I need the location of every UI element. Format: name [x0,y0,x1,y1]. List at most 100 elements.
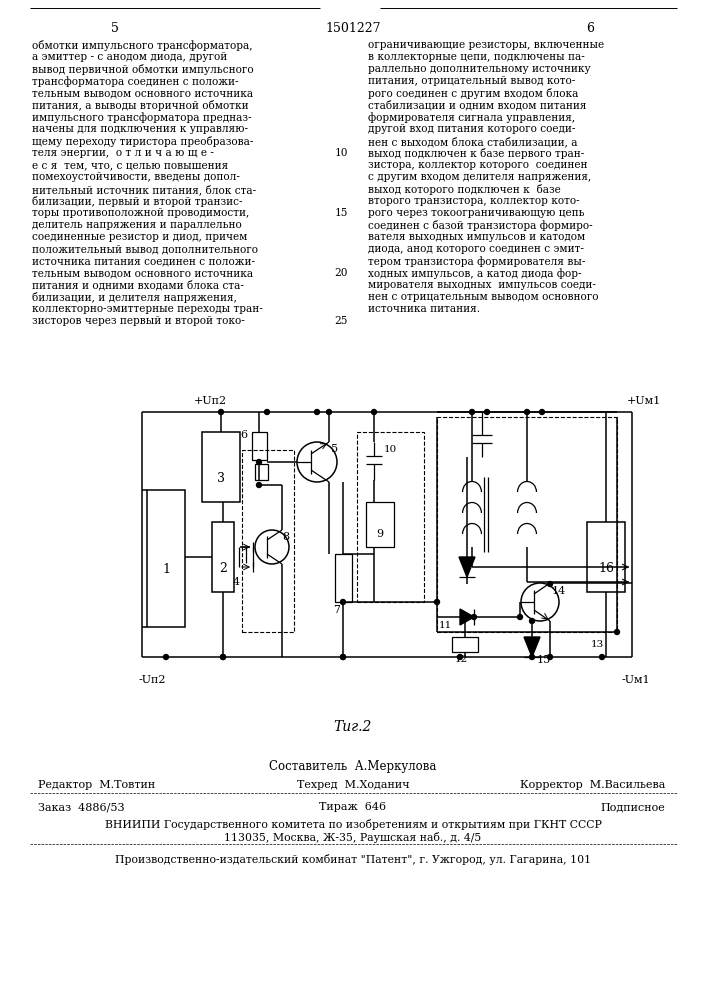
Text: щему переходу тиристора преобразова-: щему переходу тиристора преобразова- [32,136,253,147]
Text: 15: 15 [537,655,551,665]
Text: 20: 20 [334,268,348,278]
Text: 25: 25 [334,316,348,326]
Circle shape [341,654,346,660]
Circle shape [341,599,346,604]
Polygon shape [524,637,540,657]
Text: 10: 10 [334,148,348,158]
Text: ВНИИПИ Государственного комитета по изобретениям и открытиям при ГКНТ СССР: ВНИИПИ Государственного комитета по изоб… [105,819,602,830]
Text: +Uм1: +Uм1 [627,396,661,406]
Text: раллельно дополнительному источнику: раллельно дополнительному источнику [368,64,590,74]
Text: 4: 4 [233,577,240,587]
Text: 12: 12 [455,655,468,664]
Bar [437,417,617,632]
Circle shape [163,654,168,660]
Text: билизации, первый и второй транзис-: билизации, первый и второй транзис- [32,196,243,207]
Text: ходных импульсов, а катод диода фор-: ходных импульсов, а катод диода фор- [368,268,581,279]
Circle shape [341,654,346,660]
Text: 14: 14 [552,586,566,596]
Text: Корректор  М.Васильева: Корректор М.Васильева [520,780,665,790]
Text: Техред  М.Ходанич: Техред М.Ходанич [297,780,409,790]
Circle shape [484,410,489,414]
Circle shape [257,483,262,488]
Bar [202,432,240,502]
Text: в коллекторные цепи, подключены па-: в коллекторные цепи, подключены па- [368,52,585,62]
Text: 11: 11 [439,621,452,630]
Text: выход которого подключен к  базе: выход которого подключен к базе [368,184,561,195]
Text: Подписное: Подписное [600,802,665,812]
Text: 3: 3 [217,472,225,485]
Text: коллекторно-эмиттерные переходы тран-: коллекторно-эмиттерные переходы тран- [32,304,263,314]
Text: +Uп2: +Uп2 [194,396,226,406]
Text: второго транзистора, коллектор кото-: второго транзистора, коллектор кото- [368,196,580,206]
Text: 1: 1 [162,563,170,576]
Circle shape [530,618,534,624]
Text: 2: 2 [219,562,227,575]
Text: рого соединен с другим входом блока: рого соединен с другим входом блока [368,88,578,99]
Circle shape [600,654,604,660]
Bar [147,490,185,627]
Text: соединенные резистор и диод, причем: соединенные резистор и диод, причем [32,232,247,242]
Text: 15: 15 [334,208,348,218]
Circle shape [264,410,269,414]
Circle shape [518,614,522,619]
Text: -Uм1: -Uм1 [622,675,650,685]
Circle shape [218,410,223,414]
Text: 113035, Москва, Ж-35, Раушская наб., д. 4/5: 113035, Москва, Ж-35, Раушская наб., д. … [224,832,481,843]
Text: питания, отрицательный вывод кото-: питания, отрицательный вывод кото- [368,76,575,86]
Circle shape [327,410,332,414]
Text: соединен с базой транзистора формиро-: соединен с базой транзистора формиро- [368,220,592,231]
Circle shape [525,410,530,414]
Text: Составитель  А.Меркулова: Составитель А.Меркулова [269,760,437,773]
Text: зистора, коллектор которого  соединен: зистора, коллектор которого соединен [368,160,588,170]
Circle shape [435,599,440,604]
Text: тером транзистора формирователя вы-: тером транзистора формирователя вы- [368,256,585,267]
Text: а эмиттер - с анодом диода, другой: а эмиттер - с анодом диода, другой [32,52,227,62]
Text: тельным выводом основного источника: тельным выводом основного источника [32,88,253,98]
Text: -Uп2: -Uп2 [139,675,167,685]
Text: тельным выводом основного источника: тельным выводом основного источника [32,268,253,278]
Circle shape [469,410,474,414]
Bar [255,464,268,480]
Text: 13: 13 [590,640,604,649]
Text: трансформатора соединен с положи-: трансформатора соединен с положи- [32,76,238,87]
Text: мирователя выходных  импульсов соеди-: мирователя выходных импульсов соеди- [368,280,596,290]
Bar [587,522,625,592]
Text: вателя выходных импульсов и катодом: вателя выходных импульсов и катодом [368,232,585,242]
Text: торы противоположной проводимости,: торы противоположной проводимости, [32,208,250,218]
Bar [335,554,352,602]
Bar [366,502,394,547]
Bar [252,432,267,460]
Text: 10: 10 [384,445,397,454]
Circle shape [257,460,262,464]
Text: 5: 5 [331,444,338,454]
Text: импульсного трансформатора предназ-: импульсного трансформатора предназ- [32,112,252,123]
Text: помехоустойчивости, введены допол-: помехоустойчивости, введены допол- [32,172,240,182]
Text: Редактор  М.Товтин: Редактор М.Товтин [38,780,156,790]
Bar [212,522,234,592]
Circle shape [315,410,320,414]
Text: вывод первичной обмотки импульсного: вывод первичной обмотки импульсного [32,64,254,75]
Text: Производственно-издательский комбинат "Патент", г. Ужгород, ул. Гагарина, 101: Производственно-издательский комбинат "П… [115,854,591,865]
Text: выход подключен к базе первого тран-: выход подключен к базе первого тран- [368,148,584,159]
Text: нен с отрицательным выводом основного: нен с отрицательным выводом основного [368,292,599,302]
Text: Тираж  646: Тираж 646 [320,802,387,812]
Text: 5: 5 [111,22,119,35]
Text: 16: 16 [598,562,614,575]
Text: 7: 7 [333,605,340,615]
Circle shape [539,410,544,414]
Text: начены для подключения к управляю-: начены для подключения к управляю- [32,124,248,134]
Circle shape [547,654,552,660]
Circle shape [221,654,226,660]
Text: Заказ  4886/53: Заказ 4886/53 [38,802,124,812]
Text: делитель напряжения и параллельно: делитель напряжения и параллельно [32,220,242,230]
Text: 8: 8 [282,532,289,542]
Circle shape [462,614,467,619]
Text: питания и одними входами блока ста-: питания и одними входами блока ста- [32,280,244,291]
Circle shape [614,630,619,635]
Text: 6: 6 [586,22,594,35]
Circle shape [547,582,552,586]
Text: е с я  тем, что, с целью повышения: е с я тем, что, с целью повышения [32,160,228,170]
Circle shape [472,614,477,619]
Text: диода, анод которого соединен с эмит-: диода, анод которого соединен с эмит- [368,244,584,254]
Bar [357,432,424,602]
